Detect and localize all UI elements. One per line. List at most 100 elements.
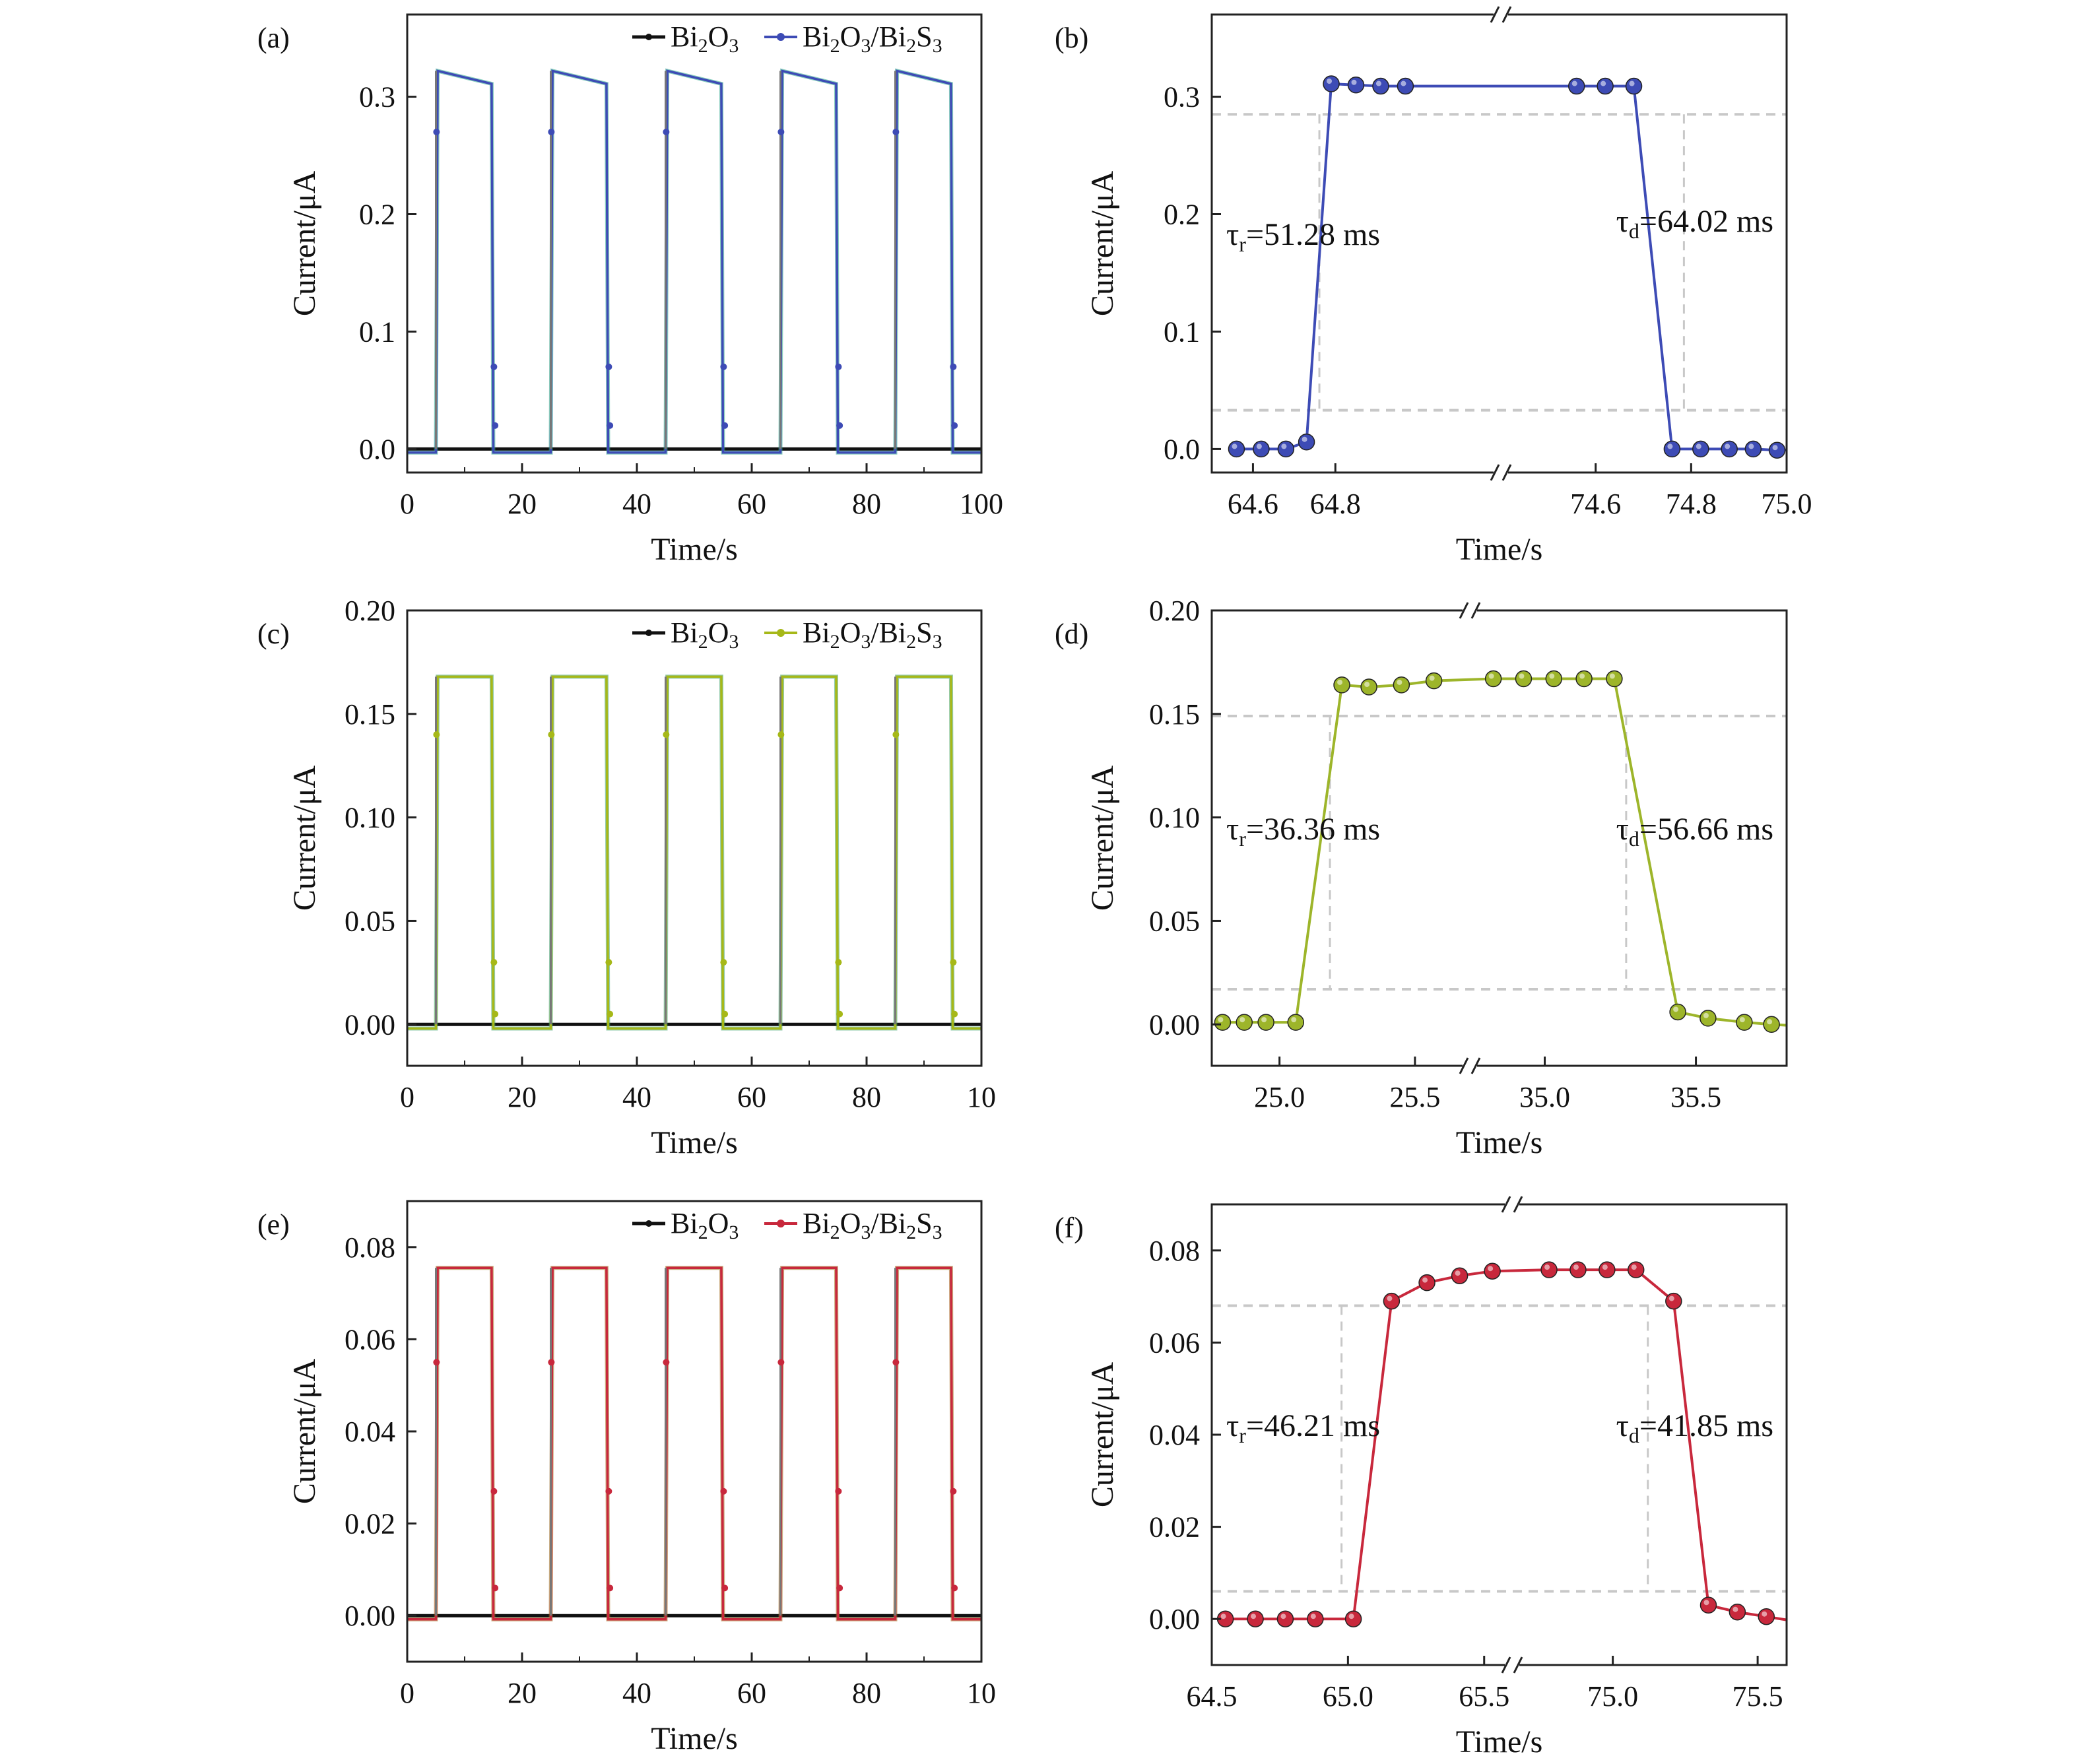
data-point-highlight [1725,443,1731,449]
legend-bi2o3-bi2s3-label-part: 3 [933,1222,942,1243]
x-tick-label: 64.8 [1310,488,1361,520]
data-point-highlight [1767,1019,1773,1025]
axis-break-mark [1502,6,1512,23]
data-point [1307,1610,1324,1627]
axis-break-mark [1513,1656,1523,1674]
legend-bi2o3-bi2s3-label: Bi2O3/Bi2S3 [803,616,942,653]
y-tick-label: 0.15 [1149,698,1200,731]
legend-bi2o3-bi2s3-label-part: 2 [906,35,916,57]
y-tick-label: 0.3 [1164,81,1200,114]
legend-bi2o3-bi2s3-label-part: 3 [933,35,942,57]
data-point-highlight [1422,1277,1428,1283]
annotation-part: =41.85 ms [1639,1408,1773,1443]
data-point [1599,1261,1616,1278]
x-tick-label: 0 [400,488,414,520]
data-point-highlight [1488,673,1494,679]
x-tick-label: 20 [508,1677,537,1709]
data-point [607,1584,614,1592]
data-point-highlight [1696,443,1701,449]
data-point [1236,1014,1253,1031]
x-tick-label: 64.6 [1228,488,1278,520]
data-point [1287,1014,1305,1031]
annotation-part: r [1239,827,1246,851]
x-tick-label: 64.5 [1187,1680,1238,1713]
annotation-part: =51.28 ms [1246,217,1380,252]
data-point-highlight [1401,81,1406,86]
data-point [1625,77,1643,95]
y-tick-label: 0.0 [1164,433,1200,465]
data-point [836,422,843,429]
data-point-highlight [1302,436,1307,442]
x-tick-label: 20 [508,488,537,520]
data-point [607,422,614,429]
data-point [1721,440,1738,458]
x-tick-label: 25.0 [1254,1081,1305,1113]
data-point-highlight [1609,673,1615,679]
y-tick-label: 0.10 [1149,802,1200,834]
data-point [492,1584,499,1592]
panel-label: (e) [257,1208,290,1241]
x-tick-label: 60 [737,488,766,520]
legend-bi2o3-label-part: 3 [729,35,739,57]
data-point [720,363,727,370]
data-point-highlight [1220,1614,1226,1619]
y-tick-label: 0.00 [1149,1603,1200,1635]
data-point [720,959,727,966]
annotation-part: τ [1226,812,1239,847]
data-point [1360,678,1377,696]
data-point [777,128,785,135]
panel-d: 25.0 25.5 35.0 35.5 0.00 0.05 0.10 0.15 0.20 Time… [1055,595,1788,1160]
rise-time-annotation: τr=36.36 ms [1226,812,1380,851]
x-tick-label: 35.5 [1670,1081,1721,1113]
legend-bi2o3-bi2s3-label-part: O [840,616,861,649]
data-point [433,1359,440,1366]
data-point-highlight [1748,443,1754,449]
data-point [721,1010,729,1018]
x-tick-label: 40 [622,488,651,520]
data-point-highlight [1703,1012,1709,1018]
y-tick-label: 0.10 [345,802,395,834]
data-point-highlight [1429,675,1435,681]
data-point [1729,1603,1746,1621]
data-point [1372,77,1389,95]
y-tick-label: 0.00 [1149,1008,1200,1041]
panel-label: (c) [257,618,290,650]
legend-bi2o3-label-part: O [708,20,729,53]
data-point [1627,1261,1645,1278]
x-axis-label: Time/s [651,1721,738,1756]
data-point-highlight [1519,673,1525,679]
y-tick-label: 0.06 [345,1323,395,1356]
data-point [1425,672,1443,690]
legend-bi2o3-bi2s3-label-part: O [840,20,861,53]
data-point [836,1010,843,1018]
annotation-part: =36.36 ms [1246,812,1380,847]
data-point [490,363,498,370]
data-point [433,128,440,135]
data-point [951,1584,958,1592]
data-point-highlight [1703,1600,1709,1606]
data-point-highlight [1772,445,1778,451]
data-point [663,128,670,135]
data-point-highlight [1488,1266,1494,1272]
data-point [1418,1274,1436,1291]
y-axis-label: Current/μA [1085,170,1120,316]
data-point-highlight [1571,81,1577,86]
data-point-highlight [1218,1017,1224,1023]
legend-bi2o3-label-part: Bi [671,20,698,53]
legend-bi2o3-label-part: 3 [729,1222,739,1243]
annotation-part: d [1629,1423,1639,1447]
series-line [1236,82,1777,452]
legend-bi2o3-bi2s3-label: Bi2O3/Bi2S3 [803,1207,942,1243]
legend-bi2o3-bi2s3-label-part: 2 [906,1222,916,1243]
data-point [605,363,612,370]
plot-frame [1210,609,1788,1067]
data-point [720,1487,727,1495]
data-point [777,731,785,738]
annotation-part: τ [1616,812,1629,847]
y-axis-label: Current/μA [287,1358,322,1504]
panel-label: (b) [1055,22,1088,54]
data-point-highlight [1251,1614,1257,1619]
data-point-highlight [1348,1614,1354,1619]
panel-e: 0 20 40 60 80 10 0.00 0.02 0.04 0.06 0.08 Time/s Cur… [257,1200,996,1756]
data-point [1540,1261,1558,1278]
